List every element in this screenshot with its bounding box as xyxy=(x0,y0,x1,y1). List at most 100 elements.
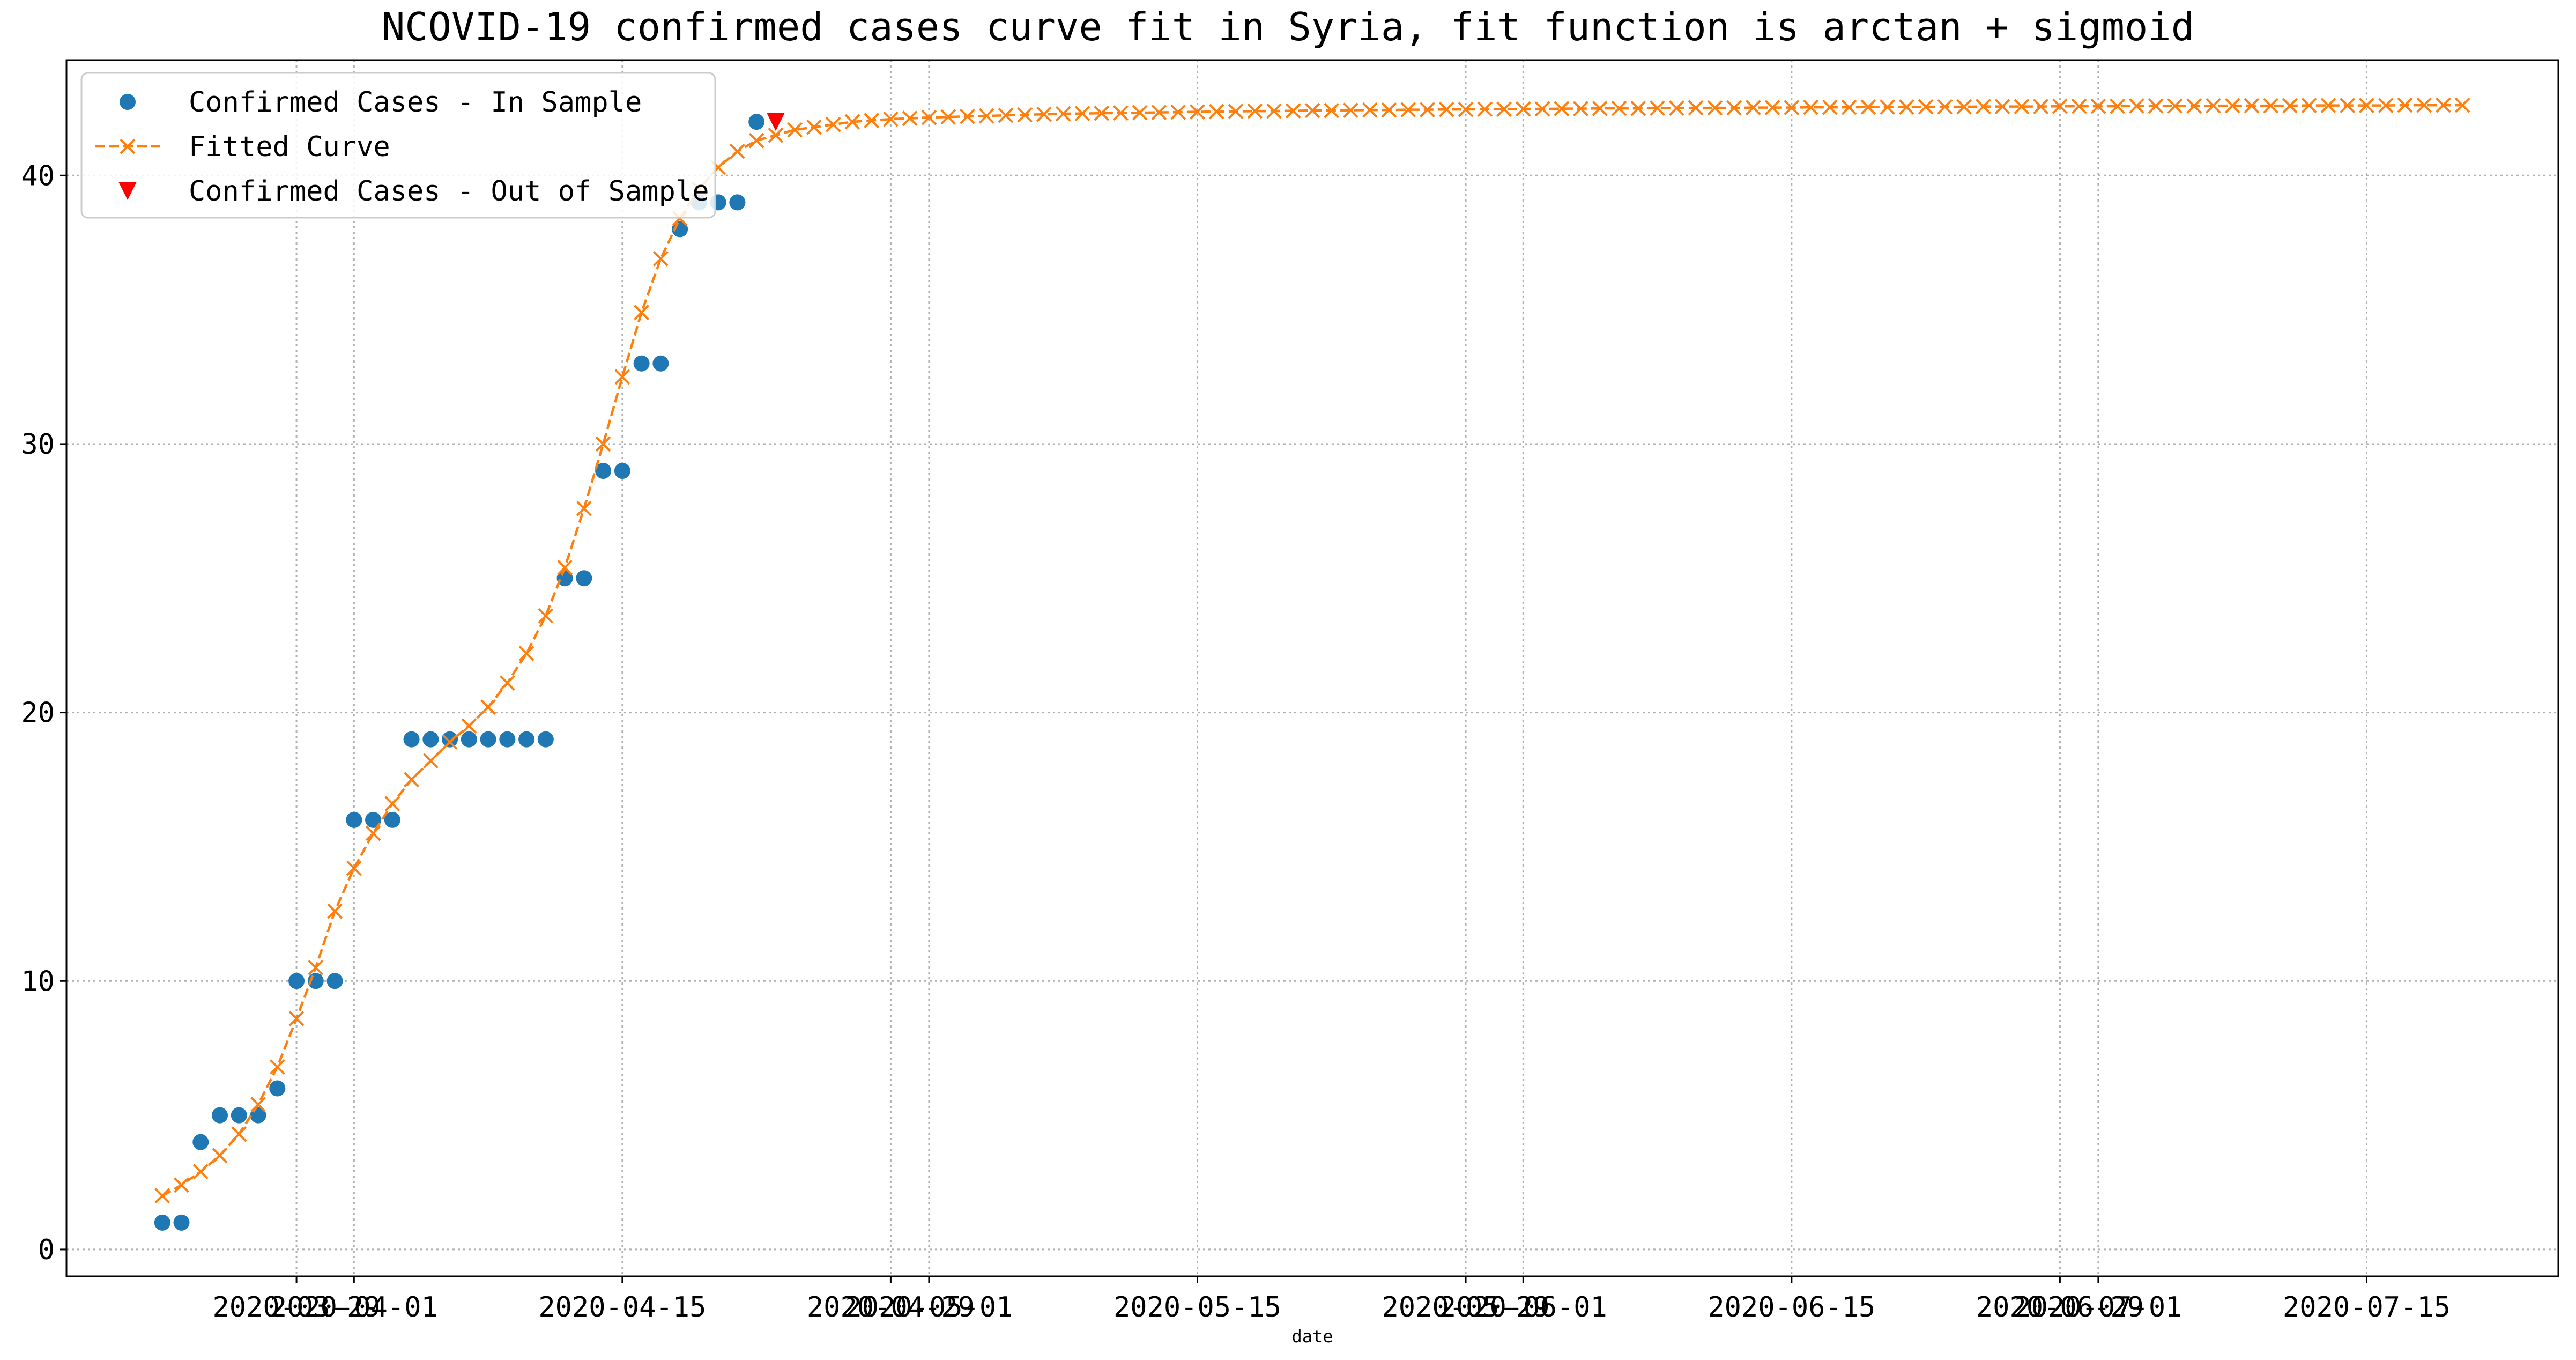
data-point xyxy=(902,110,918,127)
x-marker-stroke xyxy=(1190,104,1205,120)
x-marker-stroke xyxy=(2224,98,2240,114)
x-tick-label: 2020-04-15 xyxy=(538,1291,706,1324)
x-marker-stroke xyxy=(2378,98,2394,114)
x-marker-stroke xyxy=(729,143,745,159)
data-point xyxy=(2320,98,2336,114)
data-point xyxy=(538,608,554,624)
x-marker-stroke xyxy=(634,305,650,321)
data-point xyxy=(1668,100,1684,116)
x-marker-stroke xyxy=(518,646,534,661)
data-point xyxy=(365,811,382,828)
x-marker-stroke xyxy=(2052,98,2068,114)
data-point xyxy=(1937,99,1953,115)
data-point xyxy=(346,811,362,828)
data-point xyxy=(1554,101,1570,117)
data-point xyxy=(2436,97,2451,113)
data-point xyxy=(864,113,880,129)
x-tick-label: 2020-06-01 xyxy=(1439,1291,1607,1324)
data-point xyxy=(1994,99,2010,115)
data-point xyxy=(192,1164,209,1180)
data-point xyxy=(403,731,420,748)
data-point xyxy=(461,731,477,748)
x-marker-stroke xyxy=(1898,99,1914,115)
x-marker-stroke xyxy=(1496,101,1512,117)
data-point xyxy=(1036,106,1052,122)
x-marker-stroke xyxy=(192,1164,209,1180)
x-marker-stroke xyxy=(1764,100,1780,116)
data-point xyxy=(748,132,764,149)
x-marker-stroke xyxy=(538,608,554,624)
x-marker-stroke xyxy=(1055,106,1071,122)
data-point xyxy=(844,114,860,130)
x-marker-stroke xyxy=(120,138,136,154)
series-layer xyxy=(154,97,2470,1231)
x-marker-stroke xyxy=(1573,101,1588,117)
data-point xyxy=(2282,98,2298,114)
x-marker-stroke xyxy=(2071,98,2087,114)
data-point xyxy=(2378,98,2394,114)
x-marker-stroke xyxy=(1688,100,1704,116)
x-marker-stroke xyxy=(2397,97,2413,113)
x-marker-stroke xyxy=(2033,99,2049,115)
data-point xyxy=(1630,100,1646,116)
data-point xyxy=(825,116,841,132)
x-marker-stroke xyxy=(1208,104,1224,120)
data-point xyxy=(1285,103,1301,119)
data-point xyxy=(595,436,611,452)
x-marker-stroke xyxy=(614,369,630,385)
x-marker-stroke xyxy=(1113,105,1129,121)
legend-label: Confirmed Cases - Out of Sample xyxy=(189,175,709,208)
data-point xyxy=(2090,98,2106,114)
data-point xyxy=(806,119,822,135)
x-marker-stroke xyxy=(288,1010,305,1026)
legend-box xyxy=(80,72,716,219)
data-point xyxy=(614,369,630,385)
data-point xyxy=(231,1126,247,1142)
data-point xyxy=(1208,104,1224,120)
x-marker-stroke xyxy=(1611,100,1627,116)
y-tick-label: 30 xyxy=(21,428,55,461)
x-marker-stroke xyxy=(346,860,362,876)
x-marker-stroke xyxy=(1841,99,1857,115)
x-marker-stroke xyxy=(978,108,994,124)
data-point xyxy=(1247,103,1263,119)
x-marker-stroke xyxy=(864,113,880,129)
x-marker-stroke xyxy=(2014,99,2030,115)
data-point xyxy=(2129,98,2144,114)
data-point xyxy=(2148,98,2164,114)
x-marker-stroke xyxy=(576,500,592,516)
x-marker-stroke xyxy=(806,119,822,135)
data-point xyxy=(1477,101,1493,117)
data-point xyxy=(422,753,439,769)
data-point xyxy=(1918,99,1934,115)
data-point xyxy=(2224,98,2240,114)
data-point xyxy=(1113,105,1129,121)
y-tick-label: 0 xyxy=(38,1234,55,1266)
data-point xyxy=(442,734,458,750)
x-marker-stroke xyxy=(883,111,899,127)
data-point xyxy=(1343,102,1358,119)
y-tick-label: 20 xyxy=(21,697,55,729)
data-point xyxy=(404,772,419,788)
data-point xyxy=(365,825,381,841)
data-point xyxy=(192,1134,209,1150)
data-point xyxy=(2340,98,2356,114)
data-point xyxy=(1841,99,1857,115)
x-marker-stroke xyxy=(844,114,860,130)
x-marker-stroke xyxy=(940,109,956,125)
data-point xyxy=(1611,100,1627,116)
x-marker-stroke xyxy=(1362,102,1378,118)
data-point xyxy=(652,355,669,372)
x-marker-stroke xyxy=(1132,105,1148,121)
data-point xyxy=(2071,98,2087,114)
data-point xyxy=(480,731,496,748)
data-point xyxy=(556,570,573,587)
data-point xyxy=(1496,101,1512,117)
x-marker-stroke xyxy=(1017,107,1033,123)
x-marker-stroke xyxy=(2340,98,2356,114)
data-point xyxy=(883,111,899,127)
x-tick-label: 2020-06-29 xyxy=(1976,1291,2144,1324)
x-marker-stroke xyxy=(1650,100,1665,116)
y-tick-label: 10 xyxy=(21,965,55,997)
